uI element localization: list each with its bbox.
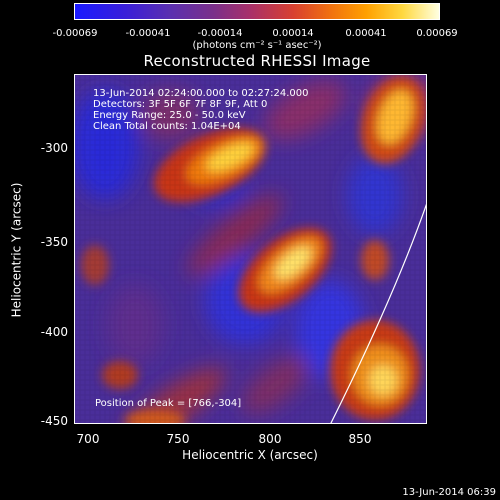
x-tick-label: 800 [258,432,282,446]
y-tick-label: -350 [40,235,68,249]
colorbar-tick-label: -0.00014 [197,28,243,39]
y-tick-label: -450 [40,414,68,428]
colorbar-tick-label: 0.00041 [345,28,387,39]
x-tick-label: 750 [166,432,190,446]
rhessi-image [74,74,427,424]
y-tick-label: -300 [40,141,68,155]
colorbar [74,3,440,20]
energy-range: Energy Range: 25.0 - 50.0 keV [93,110,246,121]
colorbar-units: (photons cm⁻² s⁻¹ asec⁻²) [192,40,322,51]
x-tick-label: 700 [76,432,100,446]
y-axis-title: Heliocentric Y (arcsec) [9,182,24,318]
x-axis-title: Heliocentric X (arcsec) [182,448,318,462]
peak-position: Position of Peak = [766,-304] [95,398,242,409]
observation-time: 13-Jun-2014 02:24:00.000 to 02:27:24.000 [93,88,309,99]
colorbar-tick-label: -0.00069 [52,28,98,39]
colorbar-tick-label: 0.00014 [272,28,314,39]
detectors-info: Detectors: 3F 5F 6F 7F 8F 9F, Att 0 [93,99,268,110]
footer-timestamp: 13-Jun-2014 06:39 [402,487,496,498]
plot-title: Reconstructed RHESSI Image [143,52,371,70]
colorbar-tick-label: 0.00069 [416,28,458,39]
colorbar-tick-label: -0.00041 [125,28,171,39]
x-tick-label: 850 [348,432,372,446]
clean-total-counts: Clean Total counts: 1.04E+04 [93,121,241,132]
y-tick-label: -400 [40,325,68,339]
